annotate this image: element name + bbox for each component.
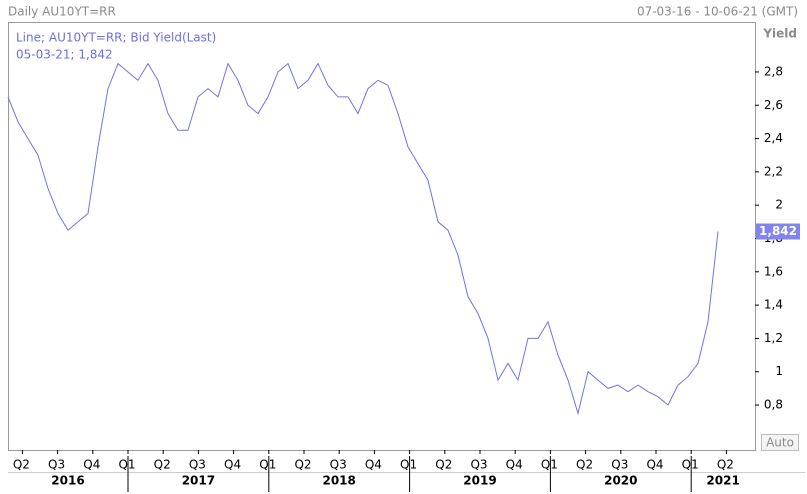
quarter-label: Q1 [682,458,699,472]
y-axis-label: Yield [762,27,797,41]
quarter-label: Q3 [189,458,206,472]
year-label: 2020 [604,474,637,488]
price-line [7,62,719,416]
y-tick-label: 2 [775,198,783,212]
quarter-label: Q1 [400,458,417,472]
last-value-box [756,223,800,240]
quarter-label: Q3 [330,458,347,472]
y-tick-label: 2,6 [764,98,783,112]
y-tick-label: 1 [775,364,783,378]
quarter-label: Q4 [506,458,523,472]
quarter-label: Q4 [224,458,241,472]
quarter-label: Q2 [435,458,452,472]
quarter-label: Q2 [294,458,311,472]
y-tick-label: 1,4 [764,298,783,312]
y-tick-label: 1,6 [764,264,783,278]
plot-area [8,22,756,451]
date-range: 07-03-16 - 10-06-21 (GMT) [637,5,798,19]
quarter-label: Q3 [48,458,65,472]
year-label: 2016 [51,474,84,488]
last-value-label: 1,842 [759,224,797,238]
auto-button-label[interactable]: Auto [766,436,794,450]
quarter-label: Q1 [259,458,276,472]
y-tick-label: 2,2 [764,164,783,178]
quarter-label: Q1 [118,458,135,472]
quarter-label: Q3 [470,458,487,472]
quarter-label: Q4 [646,458,663,472]
year-label: 2018 [322,474,355,488]
auto-button[interactable] [761,434,799,451]
y-tick-label: 1,2 [764,331,783,345]
quarter-label: Q3 [611,458,628,472]
y-tick-label: 0,8 [764,398,783,412]
year-label: 2019 [463,474,496,488]
quarter-label: Q4 [365,458,382,472]
quarter-label: Q2 [13,458,30,472]
y-tick-label: 2,8 [764,64,783,78]
legend-line1: Line; AU10YT=RR; Bid Yield(Last) [16,31,216,45]
y-tick-label: 2,4 [764,131,783,145]
year-label: 2017 [182,474,215,488]
quarter-label: Q1 [541,458,558,472]
quarter-label: Q2 [717,458,734,472]
year-label: 2021 [706,474,739,488]
chart-title: Daily AU10YT=RR [8,5,116,19]
quarter-label: Q2 [576,458,593,472]
quarter-label: Q4 [83,458,100,472]
legend-line2: 05-03-21; 1,842 [16,48,113,62]
quarter-label: Q2 [154,458,171,472]
